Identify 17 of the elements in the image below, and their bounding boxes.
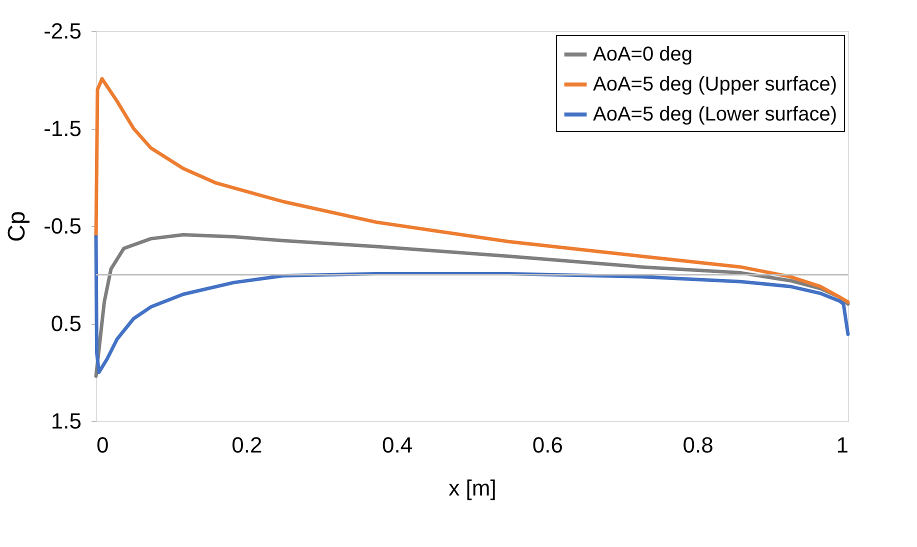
legend-label: AoA=0 deg [593, 44, 693, 66]
y-tick-label: -0.5 [44, 214, 82, 238]
y-tick-label: 1.5 [50, 408, 82, 434]
y-tick-label: -2.5 [44, 18, 82, 44]
x-tick-label: 0.4 [382, 432, 413, 458]
x-tick-label: 0.6 [532, 432, 563, 458]
x-tick-label: 0.8 [682, 432, 714, 458]
x-tick-label: 1 [836, 432, 848, 458]
x-axis-title: x [m] [448, 476, 496, 500]
x-tick-label: 0.2 [232, 432, 262, 458]
y-tick-label: 0.5 [50, 311, 82, 336]
legend-label: AoA=5 deg (Upper surface) [593, 74, 838, 96]
y-axis-title: Cp [4, 211, 31, 242]
legend-label: AoA=5 deg (Lower surface) [593, 104, 838, 126]
line-series [94, 77, 850, 304]
y-tick-label: -1.5 [44, 116, 82, 141]
x-tick-label: 0 [96, 432, 109, 458]
